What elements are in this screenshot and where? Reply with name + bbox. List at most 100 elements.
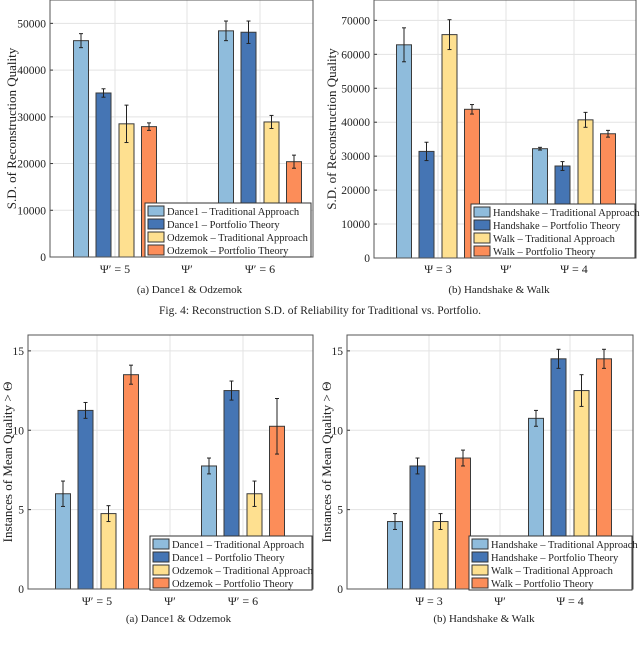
legend-entry: Handshake – Portfolio Theory bbox=[491, 553, 619, 564]
subfigure-caption: (a) Dance1 & Odzemok bbox=[126, 613, 232, 625]
ytick-label: 20000 bbox=[17, 159, 46, 171]
legend-entry: Dance1 – Portfolio Theory bbox=[167, 220, 280, 231]
bar bbox=[441, 34, 458, 259]
ytick-label: 5 bbox=[337, 505, 343, 517]
legend-swatch bbox=[473, 245, 491, 257]
bar bbox=[73, 40, 89, 258]
bar bbox=[387, 521, 403, 590]
legend-entry: Odzemok – Traditional Approach bbox=[167, 233, 309, 244]
ytick-label: 30000 bbox=[17, 112, 46, 124]
y-axis-label: S.D. of Reconstruction Quality bbox=[4, 47, 19, 209]
legend: Dance1 – Traditional Approach Dance1 – Po… bbox=[144, 202, 312, 258]
legend-swatch bbox=[147, 231, 165, 243]
y-axis-label: Instances of Mean Quality > Θ bbox=[319, 382, 334, 543]
ytick-label: 0 bbox=[337, 584, 343, 596]
legend-swatch bbox=[152, 538, 170, 550]
bar bbox=[396, 44, 412, 259]
legend: Dance1 – Traditional Approach Dance1 – Po… bbox=[149, 535, 314, 591]
ytick-label: 60000 bbox=[341, 49, 370, 61]
xtick-label: Ψ′ bbox=[494, 594, 506, 608]
legend-entry: Dance1 – Traditional Approach bbox=[167, 207, 300, 218]
legend-box bbox=[144, 202, 312, 258]
xtick-label: Ψ′ = 5 bbox=[82, 594, 112, 608]
ytick-label: 30000 bbox=[341, 151, 370, 163]
chart-panel-1: 0 10000 20000 30000 40000 50000 Ψ′ = 5 Ψ′ Ψ′ = 6… bbox=[4, 0, 314, 296]
legend-swatch bbox=[147, 205, 165, 217]
ytick-label: 0 bbox=[40, 252, 46, 264]
ytick-label: 10 bbox=[13, 425, 25, 437]
legend-swatch bbox=[471, 564, 489, 576]
ytick-label: 5 bbox=[18, 505, 24, 517]
legend-swatch bbox=[152, 564, 170, 576]
ytick-label: 0 bbox=[18, 584, 24, 596]
legend-swatch bbox=[473, 219, 491, 231]
y-axis-label: S.D. of Reconstruction Quality bbox=[324, 48, 339, 210]
bar bbox=[409, 465, 426, 590]
legend-box bbox=[468, 535, 633, 591]
legend-box bbox=[470, 203, 636, 259]
legend-swatch bbox=[471, 577, 489, 589]
bar bbox=[118, 123, 135, 258]
ytick-label: 40000 bbox=[341, 117, 370, 129]
ytick-label: 50000 bbox=[17, 18, 46, 30]
ytick-label: 15 bbox=[332, 346, 344, 358]
legend-entry: Odzemok – Traditional Approach bbox=[172, 566, 314, 577]
ytick-label: 40000 bbox=[17, 65, 46, 77]
xtick-label: Ψ = 3 bbox=[415, 594, 443, 608]
legend-swatch bbox=[471, 551, 489, 563]
legend-box bbox=[149, 535, 313, 591]
bar bbox=[77, 409, 94, 590]
legend-swatch bbox=[152, 551, 170, 563]
legend-entry: Handshake – Traditional Approach bbox=[493, 208, 640, 219]
ytick-label: 20000 bbox=[341, 185, 370, 197]
xtick-label: Ψ′ = 5 bbox=[100, 262, 130, 276]
ytick-label: 15 bbox=[13, 346, 25, 358]
legend-swatch bbox=[152, 577, 170, 589]
bar bbox=[418, 150, 435, 259]
subfigure-caption: (b) Handshake & Walk bbox=[448, 284, 550, 296]
legend-entry: Walk – Traditional Approach bbox=[493, 234, 616, 245]
subfigure-caption: (b) Handshake & Walk bbox=[433, 613, 535, 625]
bar bbox=[95, 92, 112, 258]
chart-panel-3: 0 5 10 15 Ψ′ = 5 Ψ′ Ψ′ = 6 Dance1 – Traditional… bbox=[0, 334, 314, 625]
legend-swatch bbox=[473, 232, 491, 244]
y-axis-label: Instances of Mean Quality > Θ bbox=[0, 382, 15, 543]
legend-entry: Walk – Traditional Approach bbox=[491, 566, 614, 577]
legend: Handshake – Traditional Approach Handshak… bbox=[470, 203, 640, 259]
xtick-label: Ψ = 4 bbox=[556, 594, 584, 608]
xtick-label: Ψ′ bbox=[500, 262, 512, 276]
xtick-label: Ψ′ = 6 bbox=[228, 594, 258, 608]
ytick-label: 0 bbox=[364, 253, 370, 265]
legend: Handshake – Traditional Approach Handshak… bbox=[468, 535, 638, 591]
legend-entry: Handshake – Traditional Approach bbox=[491, 540, 638, 551]
subfigure-caption: (a) Dance1 & Odzemok bbox=[137, 284, 243, 296]
bar bbox=[432, 521, 449, 590]
ytick-label: 50000 bbox=[341, 83, 370, 95]
legend-entry: Walk – Portfolio Theory bbox=[493, 247, 596, 258]
bar bbox=[55, 493, 71, 590]
legend-swatch bbox=[147, 218, 165, 230]
chart-panel-2: 0 10000 20000 30000 40000 50000 60000 70000 Ψ = … bbox=[324, 0, 640, 296]
xtick-label: Ψ′ bbox=[164, 594, 176, 608]
xtick-label: Ψ = 4 bbox=[560, 262, 588, 276]
ytick-label: 10 bbox=[332, 425, 344, 437]
legend-swatch bbox=[471, 538, 489, 550]
legend-entry: Walk – Portfolio Theory bbox=[491, 579, 594, 590]
legend-entry: Odzemok – Portfolio Theory bbox=[172, 579, 294, 590]
ytick-label: 70000 bbox=[341, 15, 370, 27]
legend-entry: Handshake – Portfolio Theory bbox=[493, 221, 621, 232]
ytick-label: 10000 bbox=[17, 205, 46, 217]
legend-entry: Dance1 – Traditional Approach bbox=[172, 540, 305, 551]
figure-caption: Fig. 4: Reconstruction S.D. of Reliabili… bbox=[159, 305, 481, 317]
bar bbox=[455, 457, 471, 590]
legend-swatch bbox=[147, 244, 165, 256]
xtick-label: Ψ′ = 6 bbox=[245, 262, 275, 276]
bar bbox=[100, 513, 117, 590]
xtick-label: Ψ = 3 bbox=[424, 262, 452, 276]
legend-entry: Odzemok – Portfolio Theory bbox=[167, 246, 289, 257]
xtick-label: Ψ′ bbox=[181, 262, 193, 276]
chart-panel-4: 0 5 10 15 Ψ = 3 Ψ′ Ψ = 4 Handshake – Traditiona… bbox=[319, 334, 638, 625]
legend-swatch bbox=[473, 206, 491, 218]
legend-entry: Dance1 – Portfolio Theory bbox=[172, 553, 285, 564]
